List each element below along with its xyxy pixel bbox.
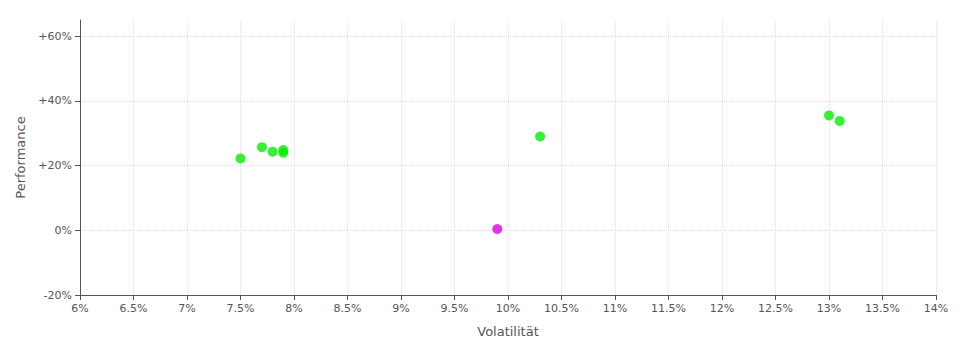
svg-text:8%: 8% xyxy=(285,302,302,315)
svg-text:9%: 9% xyxy=(392,302,409,315)
svg-text:+60%: +60% xyxy=(38,30,72,43)
svg-text:+40%: +40% xyxy=(38,94,72,107)
svg-text:0%: 0% xyxy=(55,224,72,237)
svg-text:6.5%: 6.5% xyxy=(120,302,148,315)
svg-text:11%: 11% xyxy=(603,302,627,315)
svg-text:10.5%: 10.5% xyxy=(544,302,579,315)
svg-text:Volatilität: Volatilität xyxy=(477,324,539,339)
svg-text:12.5%: 12.5% xyxy=(758,302,793,315)
svg-text:14%: 14% xyxy=(924,302,948,315)
svg-text:11.5%: 11.5% xyxy=(651,302,686,315)
svg-text:7.5%: 7.5% xyxy=(227,302,255,315)
svg-text:9.5%: 9.5% xyxy=(441,302,469,315)
svg-text:+20%: +20% xyxy=(38,159,72,172)
svg-text:13.5%: 13.5% xyxy=(865,302,900,315)
svg-text:13%: 13% xyxy=(817,302,841,315)
svg-text:6%: 6% xyxy=(71,302,88,315)
svg-text:Performance: Performance xyxy=(13,116,28,198)
svg-text:7%: 7% xyxy=(178,302,195,315)
svg-text:-20%: -20% xyxy=(44,289,72,302)
svg-text:10%: 10% xyxy=(496,302,520,315)
svg-text:8.5%: 8.5% xyxy=(334,302,362,315)
svg-text:12%: 12% xyxy=(710,302,734,315)
